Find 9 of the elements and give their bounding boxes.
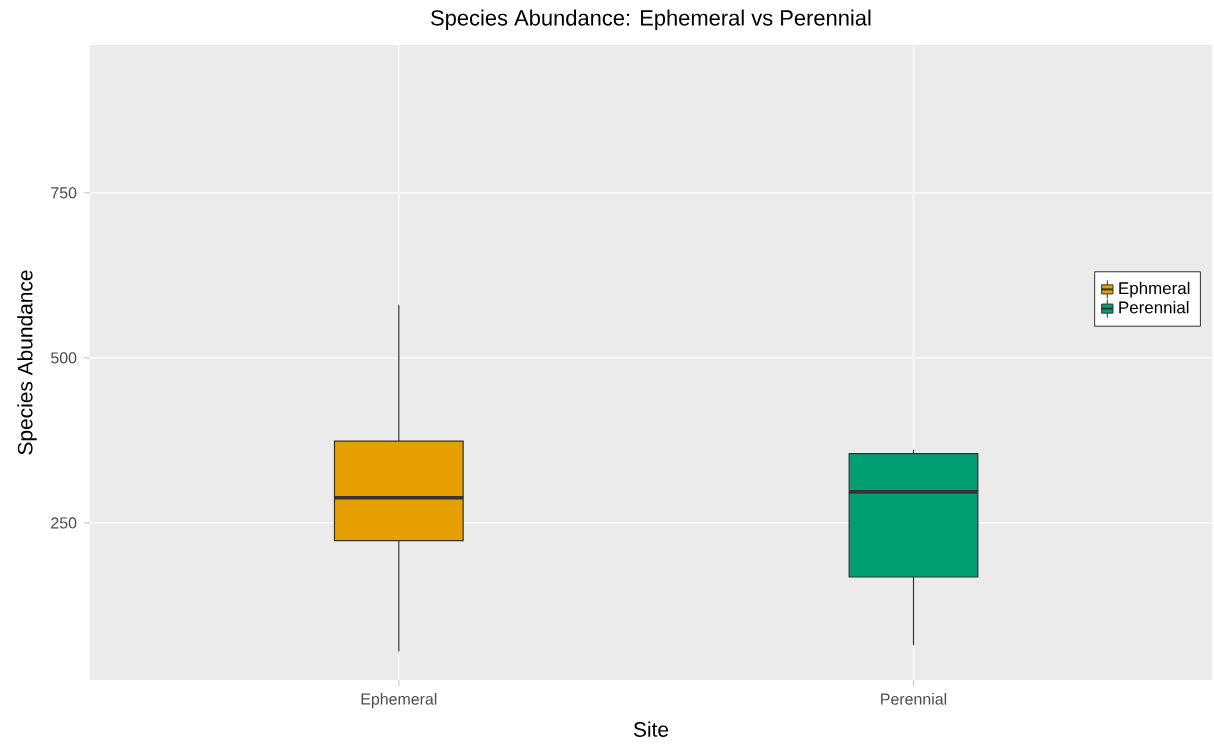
legend-label: Perennial xyxy=(1119,300,1189,314)
y-tick-label: 250 xyxy=(51,517,77,529)
y-axis-title: Species Abundance xyxy=(17,270,37,455)
x-tick-label: Ephemeral xyxy=(361,693,437,708)
legend-label: Ephmeral xyxy=(1119,281,1190,298)
chart-title: Species Abundance: Ephemeral vs Perennial xyxy=(431,9,871,30)
y-tick-label: 500 xyxy=(51,352,77,364)
x-axis-title: Site xyxy=(633,721,669,737)
y-tick-label: 750 xyxy=(51,187,77,199)
